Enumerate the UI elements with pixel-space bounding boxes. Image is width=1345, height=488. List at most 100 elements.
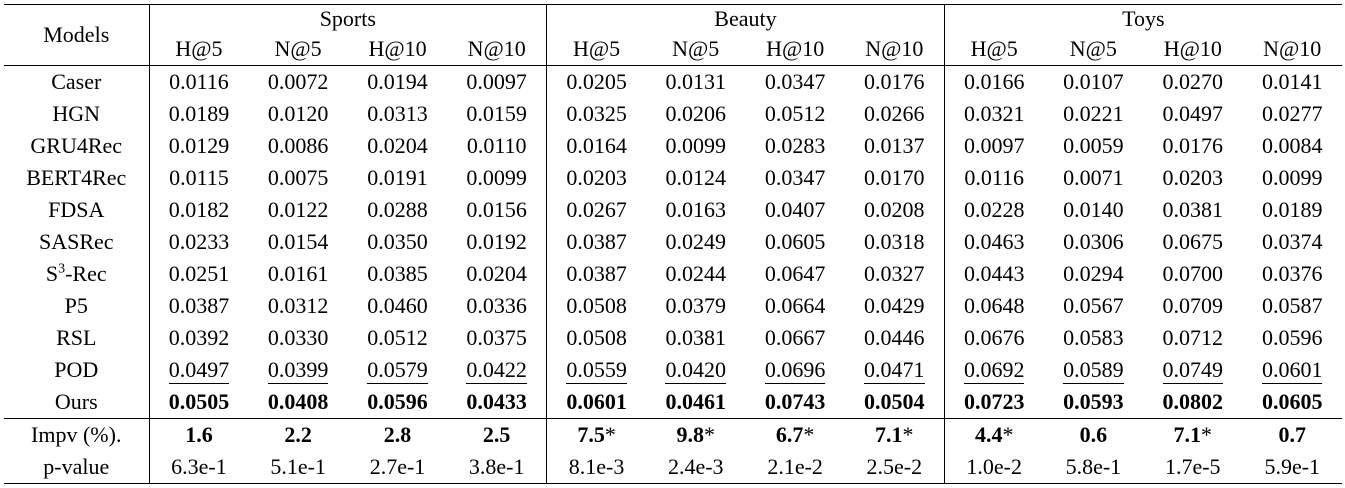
score-cell: 0.0696 <box>745 354 844 386</box>
score-cell: 0.0221 <box>1044 98 1143 130</box>
impv-value: 0.7 <box>1278 422 1306 447</box>
score-cell: 0.0601 <box>1242 354 1342 386</box>
significance-mark: * <box>803 422 815 447</box>
score-value: 0.0107 <box>1063 69 1124 94</box>
score-cell: 0.0205 <box>546 65 647 98</box>
score-cell: 0.0512 <box>745 98 844 130</box>
score-cell: 0.0154 <box>248 226 347 258</box>
score-cell: 0.0084 <box>1242 130 1342 162</box>
results-table: Models Sports Beauty Toys H@5 N@5 H@10 N… <box>4 4 1342 484</box>
impv-value: 4.4 <box>974 422 1003 447</box>
score-cell: 0.0700 <box>1143 258 1242 290</box>
score-cell: 0.0567 <box>1044 290 1143 322</box>
score-cell: 0.0709 <box>1143 290 1242 322</box>
score-value: 0.0267 <box>566 197 627 222</box>
score-value: 0.0327 <box>864 261 925 286</box>
score-value: 0.0512 <box>764 101 826 126</box>
score-value: 0.0154 <box>267 229 329 254</box>
score-value: 0.0802 <box>1162 389 1224 414</box>
score-cell: 0.0605 <box>745 226 844 258</box>
score-value: 0.0204 <box>466 261 527 286</box>
score-cell: 0.0505 <box>148 386 249 419</box>
score-value: 0.0306 <box>1063 229 1124 254</box>
score-cell: 0.0122 <box>248 194 347 226</box>
group-header-row: Models Sports Beauty Toys <box>4 4 1342 66</box>
score-cell: 0.0350 <box>348 226 447 258</box>
impv-cell: 1.6 <box>148 418 249 451</box>
score-cell: 0.0802 <box>1143 386 1242 419</box>
impv-value: 1.6 <box>185 422 213 447</box>
score-value: 0.0443 <box>963 261 1025 286</box>
score-cell: 0.0170 <box>845 162 944 194</box>
score-cell: 0.0461 <box>646 386 745 419</box>
score-cell: 0.0508 <box>546 290 647 322</box>
score-value: 0.0696 <box>764 357 826 384</box>
score-value: 0.0429 <box>864 293 925 318</box>
score-cell: 0.0392 <box>148 322 249 354</box>
score-cell: 0.0189 <box>148 98 249 130</box>
results-body: Caser 0.0116 0.0072 0.0194 0.0097 0.0205 0.013… <box>4 65 1342 419</box>
score-cell: 0.0164 <box>546 130 647 162</box>
impv-row: Impv (%). 1.6 2.2 2.8 2.5 7.5* 9.8* 6.7* 7.1* 4.… <box>4 418 1342 451</box>
score-cell: 0.0667 <box>745 322 844 354</box>
score-cell: 0.0647 <box>745 258 844 290</box>
model-name: GRU4Rec <box>30 133 123 158</box>
score-cell: 0.0375 <box>447 322 546 354</box>
score-value: 0.0596 <box>367 389 428 414</box>
score-cell: 0.0137 <box>845 130 944 162</box>
score-value: 0.0347 <box>764 69 826 94</box>
pvalue-row: p-value 6.3e-1 5.1e-1 2.7e-1 3.8e-1 8.1e-3 2.… <box>4 451 1342 484</box>
score-value: 0.0075 <box>267 165 329 190</box>
score-cell: 0.0099 <box>447 162 546 194</box>
score-cell: 0.0596 <box>348 386 447 419</box>
score-cell: 0.0508 <box>546 322 647 354</box>
score-value: 0.0321 <box>963 101 1025 126</box>
model-name: RSL <box>56 325 97 350</box>
model-name: S3-Rec <box>4 258 149 290</box>
metric-header: N@10 <box>447 33 547 66</box>
metric-header: H@5 <box>148 33 249 66</box>
score-cell: 0.0463 <box>943 226 1044 258</box>
score-cell: 0.0583 <box>1044 322 1143 354</box>
score-cell: 0.0194 <box>348 66 447 99</box>
table-row: GRU4Rec 0.0129 0.0086 0.0204 0.0110 0.0164 0.0… <box>4 130 1342 162</box>
score-value: 0.0587 <box>1261 293 1323 318</box>
score-value: 0.0330 <box>267 325 329 350</box>
score-cell: 0.0208 <box>845 194 944 226</box>
model-name: Caser <box>51 69 102 94</box>
score-cell: 0.0429 <box>845 290 944 322</box>
score-value: 0.0086 <box>267 133 329 158</box>
table-row: FDSA 0.0182 0.0122 0.0288 0.0156 0.0267 0.0163… <box>4 194 1342 226</box>
score-cell: 0.0723 <box>943 386 1044 419</box>
impv-value: 6.7 <box>775 422 804 447</box>
model-name: HGN <box>52 101 101 126</box>
score-cell: 0.0163 <box>646 194 745 226</box>
score-value: 0.0059 <box>1063 133 1124 158</box>
score-value: 0.0593 <box>1063 389 1124 414</box>
metric-header: N@5 <box>248 33 348 66</box>
score-value: 0.0176 <box>864 69 925 94</box>
impv-cell: 7.1* <box>1143 418 1243 451</box>
score-value: 0.0374 <box>1261 229 1323 254</box>
score-cell: 0.0504 <box>845 386 944 419</box>
pvalue-cell: 2.4e-3 <box>646 451 746 484</box>
pvalue-cell: 2.1e-2 <box>745 451 845 484</box>
score-value: 0.0589 <box>1063 357 1124 384</box>
table-row: Caser 0.0116 0.0072 0.0194 0.0097 0.0205 0.013… <box>4 65 1342 99</box>
score-cell: 0.0071 <box>1044 162 1143 194</box>
metric-header: N@10 <box>1242 33 1342 66</box>
group-header-beauty: Beauty <box>546 4 945 33</box>
score-cell: 0.0270 <box>1143 66 1242 99</box>
score-cell: 0.0129 <box>148 130 249 162</box>
model-name-suffix: -Rec <box>65 261 107 286</box>
model-name: Ours <box>54 389 98 414</box>
pvalue-cell: 2.7e-1 <box>347 451 448 484</box>
score-cell: 0.0306 <box>1044 226 1143 258</box>
score-value: 0.0137 <box>864 133 925 158</box>
score-cell: 0.0376 <box>1242 258 1342 290</box>
score-cell: 0.0321 <box>943 98 1044 130</box>
metric-header: N@5 <box>646 33 746 66</box>
score-value: 0.0463 <box>963 229 1025 254</box>
score-value: 0.0270 <box>1162 69 1224 94</box>
score-value: 0.0504 <box>864 389 925 414</box>
